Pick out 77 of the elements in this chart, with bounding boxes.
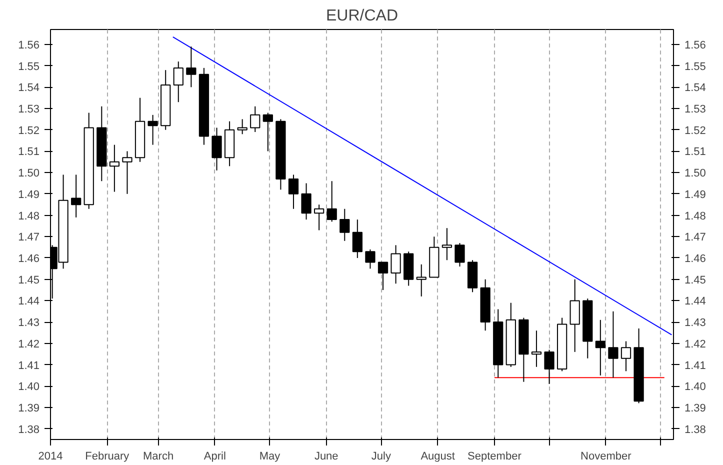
y2-tick-label: 1.41 [684,360,706,372]
y-tick-label: 1.46 [18,252,40,265]
candlestick [595,319,606,376]
y2-tick-label: 1.46 [684,252,706,265]
y2-tick-label: 1.40 [684,381,706,394]
candlestick [442,228,452,261]
y2-tick-label: 1.52 [684,124,706,137]
candlestick [71,174,82,218]
y-tick-label: 1.49 [18,188,40,201]
y-tick-label: 1.48 [18,210,40,222]
candlestick [288,174,299,210]
candlestick [570,278,580,352]
candlestick [340,208,350,242]
candlestick [122,150,132,194]
y-tick-label: 1.56 [18,39,40,52]
candlestick [301,182,312,220]
x-tick-label: February [85,450,130,462]
x-tick-label: March [143,450,174,462]
x-tick-label: June [314,450,338,462]
y2-tick-label: 1.50 [684,168,706,180]
x-tick-label: August [420,450,455,462]
candlestick [390,244,401,284]
y-tick-label: 1.52 [18,124,40,137]
chart-title: EUR/CAD [326,8,398,24]
candlestick [237,118,248,135]
x-tick-label: May [259,450,281,462]
y-tick-label: 1.53 [18,104,40,116]
candlestick [250,106,260,132]
y-tick-label: 1.40 [18,381,40,394]
candlestick [365,248,376,270]
candlestick [173,61,184,103]
y2-tick-label: 1.38 [684,424,706,436]
y2-tick-label: 1.44 [684,296,706,308]
y2-tick-label: 1.39 [684,402,706,414]
candlestick [416,264,426,297]
y2-tick-label: 1.49 [684,188,706,201]
y-tick-label: 1.44 [18,296,40,308]
candlestick [378,262,388,291]
candlestick [212,127,222,171]
y-tick-label: 1.42 [18,338,40,350]
y-tick-label: 1.51 [18,146,40,158]
candlestick [314,204,324,231]
y2-tick-label: 1.55 [684,60,706,73]
y2-tick-label: 1.48 [684,210,706,222]
y2-tick-label: 1.45 [684,274,706,286]
candlestick [186,46,196,88]
y2-tick-label: 1.43 [684,317,706,330]
candlestick [352,219,362,258]
x-tick-label: July [371,450,392,462]
y-tick-label: 1.45 [18,274,40,286]
y-tick-label: 1.38 [18,424,40,436]
x-tick-label: 2014 [38,450,63,462]
candlestick [620,340,632,372]
y-tick-label: 1.41 [18,360,40,372]
candlestick [454,242,465,268]
y-tick-label: 1.54 [18,82,40,94]
y2-tick-label: 1.51 [684,146,706,158]
candlestick [326,180,337,222]
candlestick [262,112,273,152]
y-tick-label: 1.39 [18,402,40,414]
y-tick-label: 1.47 [18,232,40,244]
y2-tick-label: 1.53 [684,104,706,116]
y2-tick-label: 1.54 [684,82,706,94]
y-tick-label: 1.43 [18,317,40,330]
candlestick [109,144,120,192]
candlestick [148,114,158,146]
x-tick-label: November [580,450,632,462]
y2-tick-label: 1.47 [684,232,706,244]
x-tick-label: September [468,450,522,462]
candlestick [608,310,618,378]
y2-tick-label: 1.42 [684,338,706,350]
y-tick-label: 1.55 [18,60,40,73]
y-tick-label: 1.50 [18,168,40,180]
candlestick [544,349,554,384]
x-tick-label: April [204,450,226,462]
y2-tick-label: 1.56 [684,39,706,52]
candlestick [531,330,542,368]
